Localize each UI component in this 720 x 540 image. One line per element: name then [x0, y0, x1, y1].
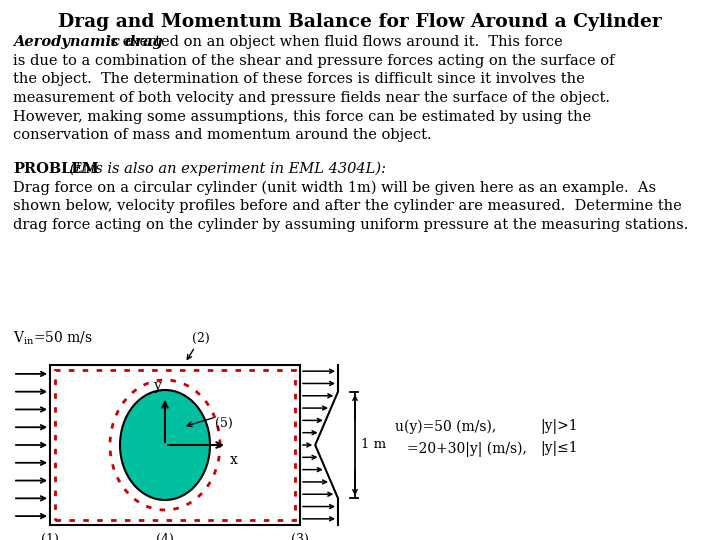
Text: (1): (1): [41, 533, 59, 540]
Text: shown below, velocity profiles before and after the cylinder are measured.  Dete: shown below, velocity profiles before an…: [13, 199, 682, 213]
Text: |y|>1: |y|>1: [540, 420, 577, 435]
Text: the object.  The determination of these forces is difficult since it involves th: the object. The determination of these f…: [13, 72, 585, 86]
Text: |y|≤1: |y|≤1: [540, 442, 577, 456]
Text: conservation of mass and momentum around the object.: conservation of mass and momentum around…: [13, 128, 431, 142]
Text: Drag and Momentum Balance for Flow Around a Cylinder: Drag and Momentum Balance for Flow Aroun…: [58, 13, 662, 31]
Bar: [55, 370, 295, 520]
Text: V$_{\mathregular{in}}$=50 m/s: V$_{\mathregular{in}}$=50 m/s: [13, 329, 93, 347]
Ellipse shape: [120, 390, 210, 500]
Text: measurement of both velocity and pressure fields near the surface of the object.: measurement of both velocity and pressur…: [13, 91, 610, 105]
Text: (2): (2): [192, 332, 210, 345]
Text: (4): (4): [156, 533, 174, 540]
Text: is due to a combination of the shear and pressure forces acting on the surface o: is due to a combination of the shear and…: [13, 53, 614, 68]
Bar: [50, 365, 300, 525]
Text: is exerted on an object when fluid flows around it.  This force: is exerted on an object when fluid flows…: [101, 35, 563, 49]
Text: Drag force on a circular cylinder (unit width 1m) will be given here as an examp: Drag force on a circular cylinder (unit …: [13, 180, 656, 195]
Text: However, making some assumptions, this force can be estimated by using the: However, making some assumptions, this f…: [13, 110, 591, 124]
Text: (this is also an experiment in EML 4304L):: (this is also an experiment in EML 4304L…: [65, 161, 386, 176]
Text: =20+30|y| (m/s),: =20+30|y| (m/s),: [407, 441, 527, 457]
Text: drag force acting on the cylinder by assuming uniform pressure at the measuring : drag force acting on the cylinder by ass…: [13, 218, 688, 232]
Text: Aerodynamic drag: Aerodynamic drag: [13, 35, 163, 49]
Text: x: x: [230, 453, 238, 467]
Text: (3): (3): [291, 533, 309, 540]
Text: PROBLEM: PROBLEM: [13, 161, 99, 176]
Text: (5): (5): [215, 417, 233, 430]
Text: 1 m: 1 m: [361, 438, 386, 451]
Text: y: y: [154, 379, 162, 393]
Text: u(y)=50 (m/s),: u(y)=50 (m/s),: [395, 420, 496, 434]
